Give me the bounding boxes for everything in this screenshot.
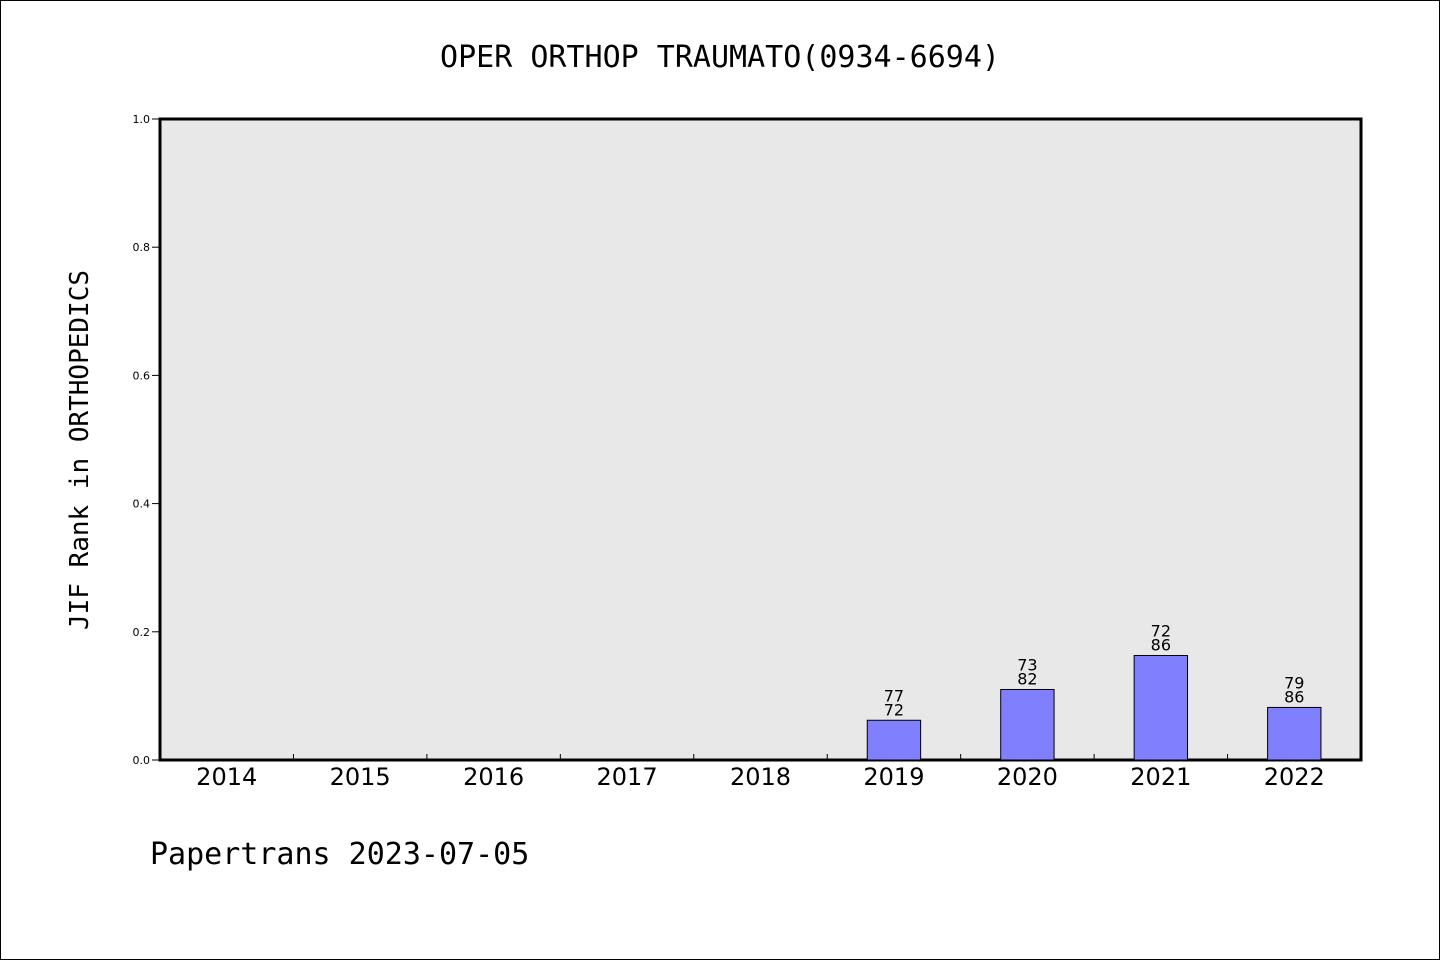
x-tick-label: 2015 [330,763,391,791]
bar-label: 79 [1284,673,1304,692]
bar-2022 [1267,706,1322,761]
x-axis: 2014 2015 2016 2017 2018 2019 2020 2021 2022 [196,754,1325,791]
bar-label: 77 [884,686,904,705]
x-tick-label: 2014 [196,763,257,791]
y-tick-label: 0.8 [133,241,151,254]
x-tick-label: 2021 [1130,763,1191,791]
bar-label: 82 [1017,669,1037,688]
footer-credit: Papertrans 2023-07-05 [150,837,529,872]
x-tick-label: 2019 [863,763,924,791]
x-tick-label: 2017 [597,763,658,791]
bar-label: 86 [1284,687,1304,706]
bar-2021 [1133,655,1189,761]
bar-2020 [1000,688,1055,761]
y-tick-label: 0.6 [133,369,151,382]
bar-label: 72 [884,700,904,719]
bar-2019 [866,719,922,761]
bars [866,655,1322,761]
x-tick-label: 2016 [463,763,524,791]
plot-area [158,117,1363,762]
chart-title: OPER ORTHOP TRAUMATO(0934-6694) [440,40,1000,75]
y-tick-label: 0.0 [133,754,151,767]
y-tick-label: 0.2 [133,626,151,639]
y-axis-label: JIF Rank in ORTHOPEDICS [65,270,95,630]
x-tick-label: 2022 [1264,763,1325,791]
y-axis: 0.0 0.2 0.4 0.6 0.8 1.0 [133,113,160,767]
bar-label: 73 [1017,655,1037,674]
y-tick-label: 1.0 [133,113,151,126]
x-tick-label: 2020 [997,763,1058,791]
bar-label: 72 [1151,622,1171,641]
y-tick-label: 0.4 [133,498,151,511]
x-tick-label: 2018 [730,763,791,791]
bar-label: 86 [1151,636,1171,655]
